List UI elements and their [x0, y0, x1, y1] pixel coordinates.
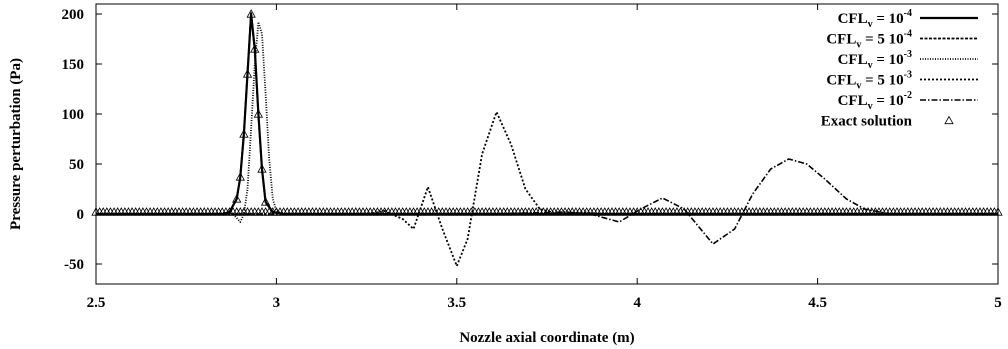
legend-entry-label: CFLv = 10-3 — [838, 49, 912, 71]
exact-solution-point — [232, 194, 242, 203]
series-exact-solution — [91, 9, 1003, 216]
legend-label-main: CFL — [826, 32, 856, 48]
legend-label-mid: = 5 10 — [861, 73, 903, 89]
exact-solution-point — [253, 109, 264, 118]
y-tick-label: 150 — [62, 57, 85, 73]
x-tick-label: 3.5 — [447, 295, 466, 311]
legend-label-sub: v — [856, 81, 861, 92]
plot-frame — [95, 3, 999, 285]
x-tick-label: 2.5 — [87, 295, 106, 311]
legend-sample-triangle — [944, 115, 954, 125]
series-line-5 — [96, 158, 998, 245]
legend-label-mid: = 10 — [873, 52, 904, 68]
legend-label-main: CFL — [826, 73, 856, 89]
exact-solution-point — [235, 172, 245, 181]
legend-label-sup: -4 — [904, 8, 912, 19]
y-tick-label: -50 — [64, 257, 84, 273]
y-tick-label: 50 — [69, 157, 84, 173]
legend-label-sub: v — [868, 101, 873, 112]
series-line-2 — [96, 12, 998, 215]
legend-label-main: CFL — [838, 93, 868, 109]
legend-label-main: Exact solution — [821, 114, 913, 130]
legend-label-sup: -2 — [904, 90, 912, 101]
legend-label-sup: -3 — [904, 70, 912, 81]
legend-entry-label: Exact solution — [821, 114, 913, 130]
exact-solution-point — [250, 44, 260, 53]
x-tick-label: 3 — [273, 295, 281, 311]
series-line-3 — [96, 21, 998, 223]
legend-label-sub: v — [868, 19, 873, 30]
legend-label-sup: -4 — [904, 29, 912, 40]
plot-area — [91, 9, 1003, 267]
legend-label-main: CFL — [838, 11, 868, 27]
legend-entry-label: CFLv = 5 10-4 — [826, 29, 912, 51]
exact-solution-point — [242, 69, 253, 78]
legend-label-mid: = 10 — [873, 11, 904, 27]
y-axis-label: Pressure perturbation (Pa) — [8, 58, 24, 230]
y-tick-label: 0 — [77, 207, 85, 223]
exact-solution-point — [257, 164, 267, 173]
legend-entry-label: CFLv = 10-4 — [838, 8, 912, 30]
exact-solution-point — [260, 197, 271, 206]
legend-entry-label: CFLv = 5 10-3 — [826, 70, 912, 92]
x-tick-label: 4.5 — [808, 295, 827, 311]
axes: 2.5 3 3.5 4 4.5 5 200 150 100 50 0 -50 — [62, 3, 1002, 311]
y-tick-label: 200 — [62, 7, 85, 23]
x-tick-label: 5 — [994, 295, 1002, 311]
legend-label-mid: = 10 — [873, 93, 904, 109]
x-axis-label: Nozzle axial coordinate (m) — [459, 330, 634, 346]
legend-label-sub: v — [856, 40, 861, 51]
x-tick-label: 4 — [633, 295, 641, 311]
legend-entry-label: CFLv = 10-2 — [838, 90, 912, 112]
exact-solution-point — [246, 9, 256, 18]
y-tick-label: 100 — [62, 107, 85, 123]
exact-solution-point — [239, 129, 249, 138]
legend-label-sup: -3 — [904, 49, 912, 60]
legend-label-sub: v — [868, 60, 873, 71]
legend-label-mid: = 5 10 — [861, 32, 903, 48]
series-line-4 — [96, 111, 998, 267]
legend-label-main: CFL — [838, 52, 868, 68]
